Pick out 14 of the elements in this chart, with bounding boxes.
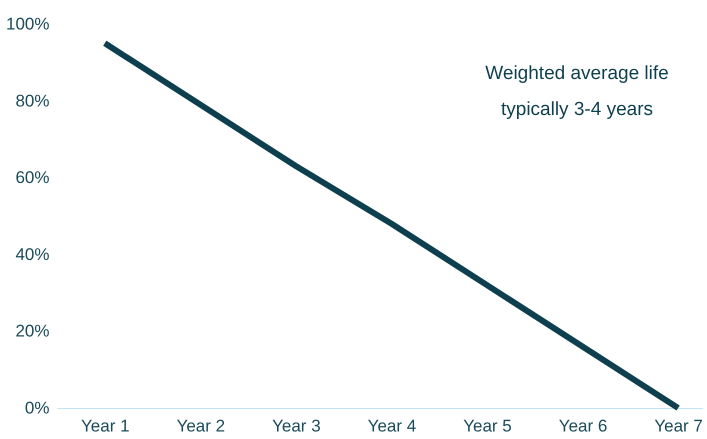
x-tick-label: Year 3 <box>272 416 321 436</box>
x-tick-label: Year 7 <box>654 416 703 436</box>
x-tick-label: Year 6 <box>558 416 608 436</box>
y-tick-label: 40% <box>15 244 50 264</box>
y-tick-label: 20% <box>15 322 50 341</box>
x-tick-label: Year 4 <box>368 416 416 436</box>
x-tick-label: Year 2 <box>176 416 226 436</box>
y-tick-label: 60% <box>15 168 50 188</box>
x-tick-label: Year 5 <box>463 416 512 436</box>
x-tick-label: Year 1 <box>81 416 130 436</box>
y-tick-label: 100% <box>6 14 50 34</box>
y-tick-label: 0% <box>24 398 50 418</box>
annotation: Weighted average life typically 3-4 years <box>485 63 669 120</box>
y-tick-label: 80% <box>15 91 50 110</box>
